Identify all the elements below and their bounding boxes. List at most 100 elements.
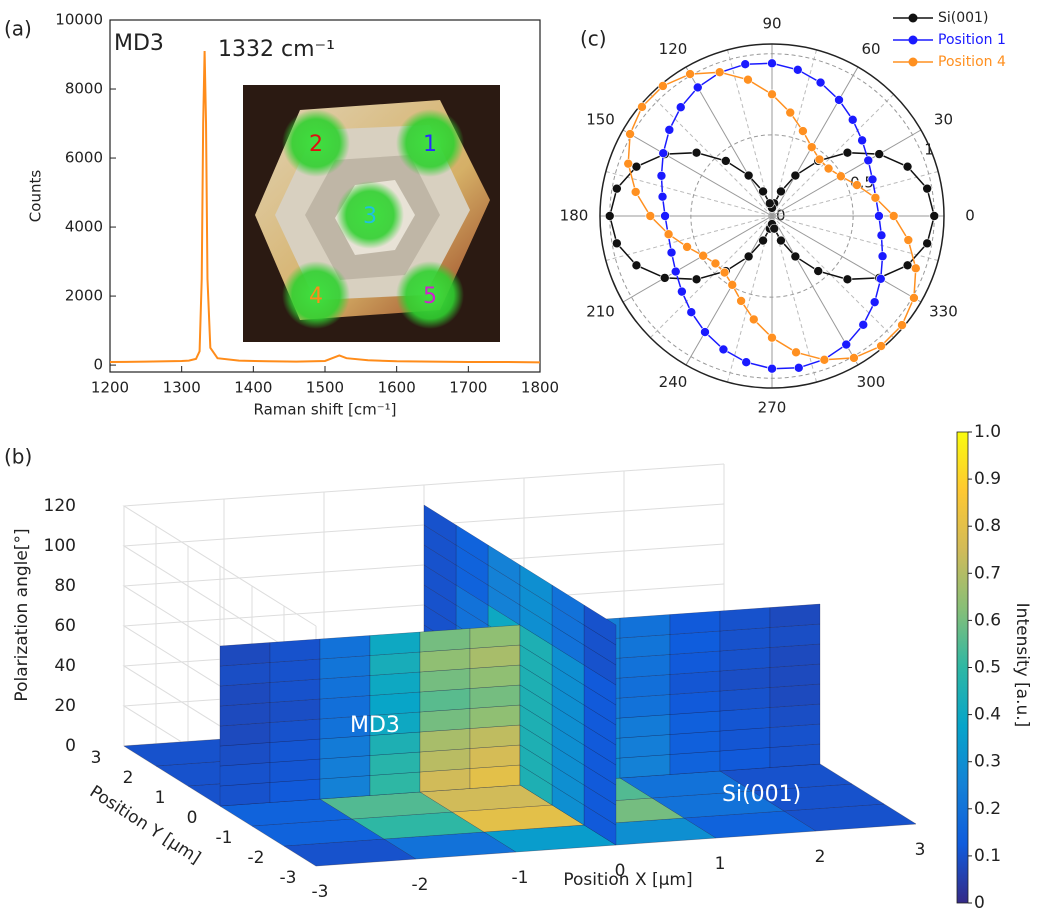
- x-tick-label: 1300: [163, 379, 201, 397]
- angular-grid: [771, 66, 859, 217]
- x-tick-label: 1200: [91, 379, 129, 397]
- colorbar-label: Intensity [a.u.]: [1012, 603, 1032, 728]
- series-point: [836, 171, 846, 182]
- y-wall-cell: [423, 504, 457, 546]
- colorbar-tick-label: 0.1: [974, 846, 1001, 866]
- series-point: [792, 64, 803, 75]
- series-point: [677, 286, 687, 297]
- legend-marker: [908, 35, 918, 45]
- legend-label: Position 1: [938, 32, 1006, 48]
- x-tick-label: 3: [915, 840, 926, 860]
- series-point: [922, 238, 932, 249]
- minor-radial-line: [771, 171, 939, 217]
- x-wall-cell: [719, 727, 771, 752]
- x-wall-cell: [269, 658, 321, 683]
- x-tick-label: 1: [715, 854, 726, 874]
- x-axis-label: Position X [μm]: [563, 870, 692, 890]
- z-tick-label: 0: [65, 736, 76, 756]
- series-point: [719, 267, 730, 278]
- series-point: [806, 142, 817, 152]
- theta-tick-label: 120: [659, 40, 688, 58]
- z-tick-label: 100: [44, 536, 76, 556]
- x-tick-label: -1: [512, 868, 529, 888]
- x-wall-cell: [269, 698, 321, 723]
- x-wall-cell: [269, 718, 321, 743]
- series-point: [776, 235, 786, 246]
- series-point: [910, 263, 921, 274]
- x-wall-cell: [769, 663, 821, 688]
- x-wall-cell: [669, 750, 721, 775]
- legend-label: Si(001): [938, 10, 988, 26]
- x-wall-cell: [469, 684, 521, 709]
- x-wall-cell: [769, 723, 821, 748]
- series-point: [660, 211, 670, 221]
- x-wall-cell: [469, 664, 521, 689]
- x-wall-cell: [219, 722, 271, 747]
- series-point: [852, 180, 862, 190]
- series-point: [888, 211, 899, 221]
- series-point: [823, 163, 834, 174]
- z-tick-label: 80: [54, 576, 76, 596]
- series-point: [841, 339, 852, 350]
- series-point: [666, 247, 677, 258]
- colorbar-tick-label: 0.5: [974, 658, 1001, 678]
- series-point: [877, 251, 888, 262]
- z-axis-label: Polarization angle[°]: [12, 528, 32, 701]
- series-point: [720, 156, 731, 166]
- spot-label: 2: [309, 132, 323, 157]
- series-point: [714, 67, 725, 78]
- x-wall-cell: [469, 644, 521, 669]
- x-wall-cell: [719, 627, 771, 652]
- x-wall-cell: [769, 683, 821, 708]
- r-tick-label: 1: [924, 141, 934, 159]
- y-axis-label: Counts: [27, 170, 45, 223]
- x-tick-label: 1600: [378, 379, 416, 397]
- x-wall-cell: [769, 623, 821, 648]
- x-tick-label: -3: [312, 882, 329, 902]
- series-point: [663, 229, 674, 240]
- series-point: [727, 280, 738, 290]
- x-wall-cell: [419, 648, 471, 673]
- theta-tick-label: 0: [965, 207, 975, 225]
- angular-grid: [685, 215, 773, 366]
- series-point: [758, 186, 768, 197]
- series-point: [876, 341, 886, 351]
- series-point: [909, 293, 919, 303]
- polar-frame: [599, 43, 945, 389]
- x-wall-cell: [469, 704, 521, 729]
- x-wall-cell: [319, 675, 371, 700]
- annotation: MD3: [350, 713, 400, 738]
- series-point: [922, 183, 932, 194]
- x-wall-cell: [619, 754, 671, 779]
- spot-label: 3: [363, 204, 377, 229]
- series-point: [675, 102, 686, 113]
- y-tick-label: -1: [216, 828, 233, 848]
- series-point: [869, 297, 880, 307]
- x-wall-cell: [219, 642, 271, 667]
- colorbar-tick-label: 0.8: [974, 516, 1001, 536]
- series-point: [736, 296, 746, 306]
- x-tick-label: 1800: [521, 379, 559, 397]
- x-wall-cell: [669, 730, 721, 755]
- series-point: [657, 191, 668, 202]
- series-point: [656, 170, 667, 181]
- z-tick-label: 20: [54, 696, 76, 716]
- y-tick-label: 8000: [65, 80, 103, 98]
- series-point: [798, 126, 808, 136]
- series-point: [700, 327, 710, 337]
- series-point: [743, 170, 754, 181]
- annotation: MD3: [114, 31, 164, 56]
- y-tick-label: 1: [155, 788, 166, 808]
- x-wall-cell: [219, 682, 271, 707]
- x-wall-cell: [469, 624, 521, 649]
- y-wall-cell: [519, 564, 553, 606]
- series-point: [741, 357, 752, 368]
- series-point: [691, 274, 702, 285]
- x-wall-cell: [369, 691, 421, 716]
- theta-tick-label: 90: [762, 15, 781, 33]
- series-point: [658, 148, 669, 159]
- series-point: [897, 320, 907, 330]
- series-point: [637, 102, 647, 112]
- series-point: [842, 147, 853, 158]
